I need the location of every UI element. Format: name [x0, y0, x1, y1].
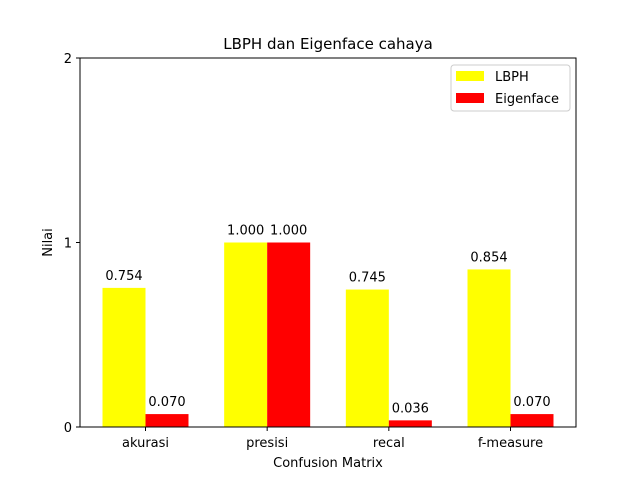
bar-lbph-presisi	[224, 242, 268, 427]
y-tick-label-2: 2	[64, 52, 72, 67]
data-label-eigenface-presisi: 1.000	[270, 224, 307, 239]
bar-eigenface-recal	[388, 420, 432, 427]
x-tick-label-recal: recal	[373, 436, 405, 451]
data-label-lbph-recal: 0.745	[349, 271, 386, 286]
x-tick-label-akurasi: akurasi	[122, 436, 169, 451]
data-label-lbph-akurasi: 0.754	[105, 269, 142, 284]
legend: LBPH Eigenface	[450, 64, 571, 112]
bar-lbph-recal	[345, 289, 389, 427]
x-tick-label-f-measure: f-measure	[478, 436, 543, 451]
data-labels-group: 0.754 1.000 0.745 0.854 0.070 1.000 0.036 0.070	[105, 224, 550, 417]
legend-swatch-eigenface	[456, 93, 484, 103]
bar-lbph-f-measure	[467, 269, 511, 427]
y-axis: 0 1 2	[64, 52, 80, 436]
bar-eigenface-presisi	[267, 242, 311, 427]
data-label-eigenface-akurasi: 0.070	[148, 395, 185, 410]
bars-group	[102, 242, 554, 427]
y-tick-label-0: 0	[64, 421, 72, 436]
x-tick-label-presisi: presisi	[246, 436, 288, 451]
bar-eigenface-f-measure	[510, 414, 554, 427]
x-axis: akurasi presisi recal f-measure	[122, 427, 543, 451]
bar-lbph-akurasi	[102, 287, 146, 427]
legend-swatch-lbph	[456, 71, 484, 81]
bar-eigenface-akurasi	[145, 414, 189, 427]
x-axis-label: Confusion Matrix	[273, 456, 383, 471]
data-label-eigenface-f-measure: 0.070	[513, 395, 550, 410]
legend-label-lbph: LBPH	[495, 70, 529, 85]
data-label-lbph-presisi: 1.000	[227, 224, 264, 239]
y-tick-label-1: 1	[64, 237, 72, 252]
y-axis-label: Nilai	[41, 228, 56, 257]
legend-label-eigenface: Eigenface	[495, 92, 559, 107]
data-label-eigenface-recal: 0.036	[392, 401, 429, 416]
chart-title: LBPH dan Eigenface cahaya	[223, 35, 433, 53]
data-label-lbph-f-measure: 0.854	[470, 250, 507, 265]
